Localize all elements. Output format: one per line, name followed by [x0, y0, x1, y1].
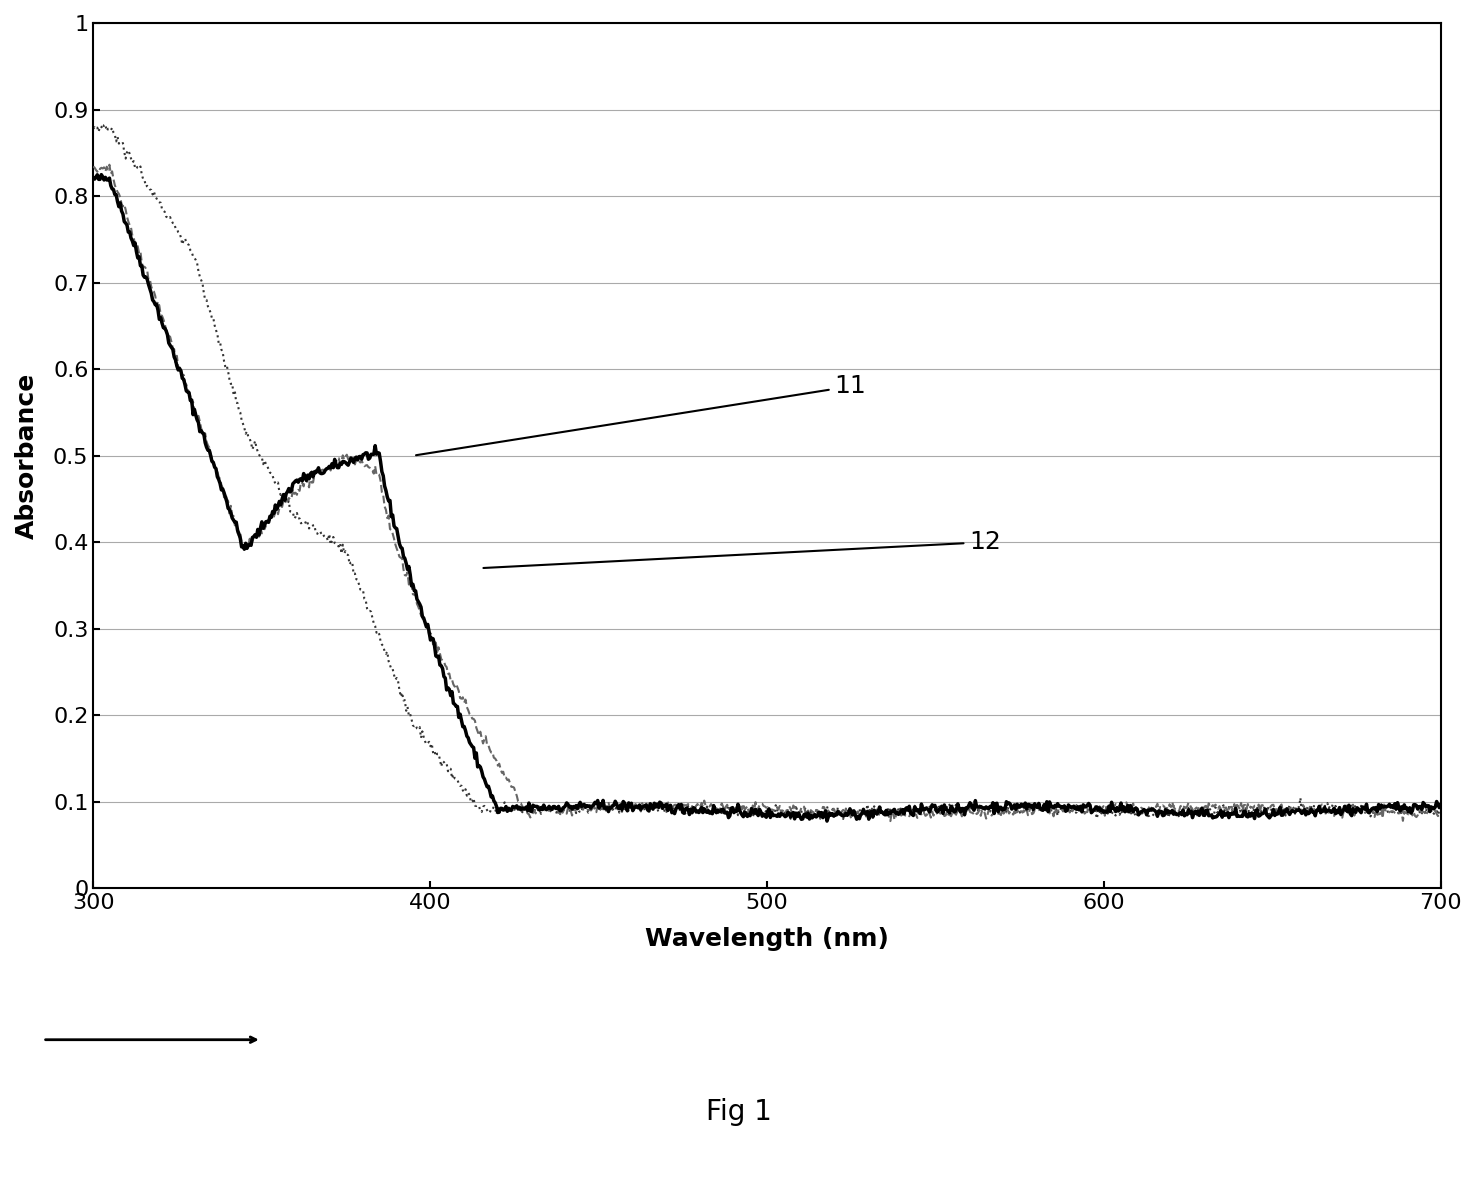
- Text: 11: 11: [417, 375, 866, 455]
- Text: 12: 12: [483, 530, 1001, 568]
- Text: Fig 1: Fig 1: [706, 1098, 771, 1126]
- X-axis label: Wavelength (nm): Wavelength (nm): [645, 927, 889, 951]
- Y-axis label: Absorbance: Absorbance: [15, 373, 38, 538]
